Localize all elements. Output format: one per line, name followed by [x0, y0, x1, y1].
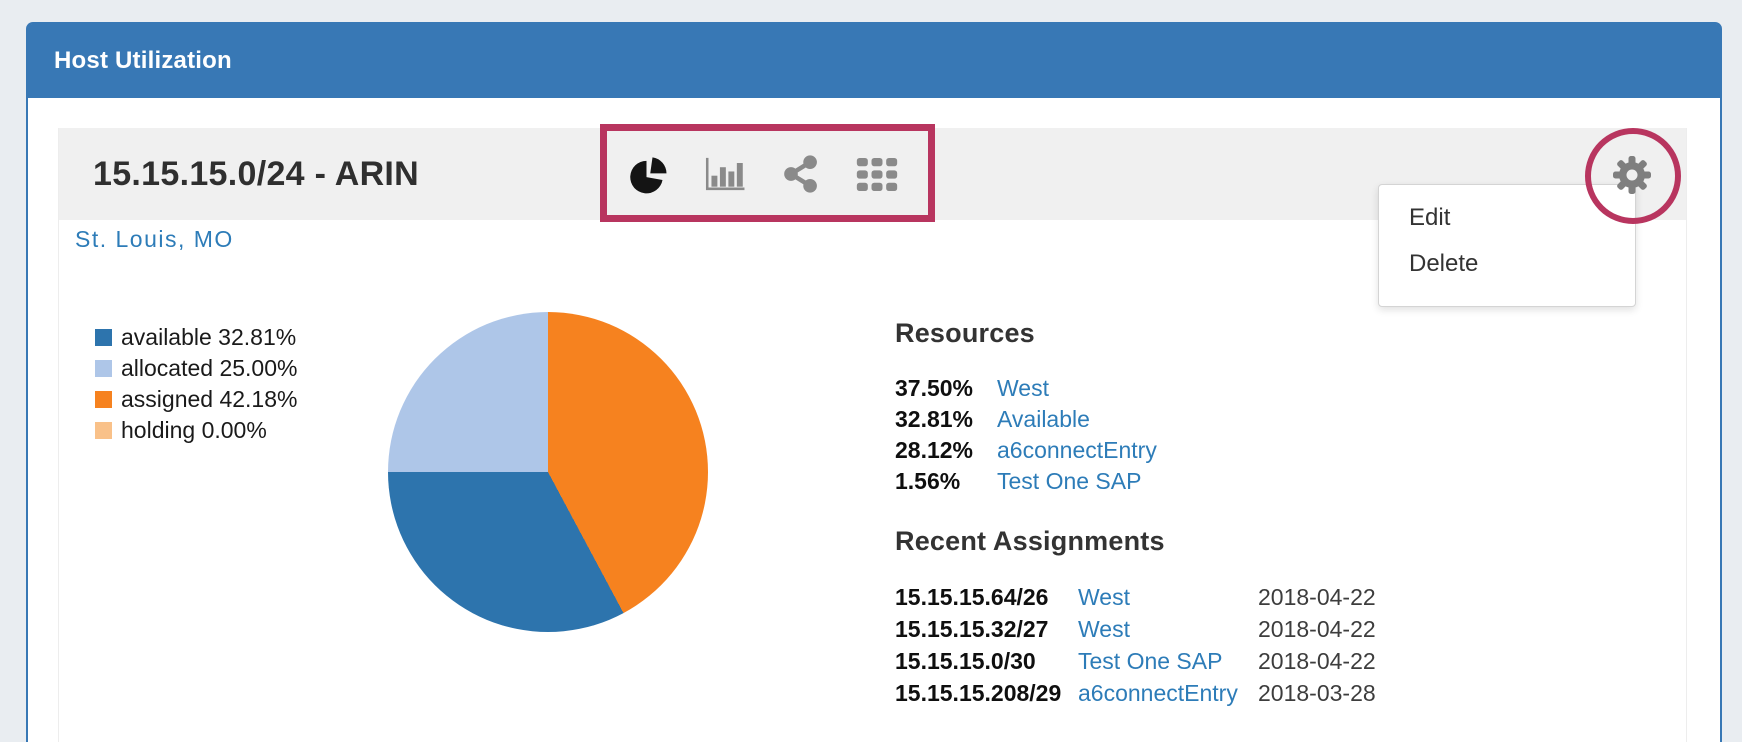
assignment-row: 15.15.15.208/29 a6connectEntry 2018-03-2… — [895, 677, 1455, 709]
assignment-row: 15.15.15.0/30 Test One SAP 2018-04-22 — [895, 645, 1455, 677]
resource-row: 1.56% Test One SAP — [895, 466, 1455, 497]
gear-dropdown-menu: Edit Delete — [1378, 184, 1636, 307]
legend-item: holding 0.00% — [95, 415, 297, 446]
assignment-name-link[interactable]: Test One SAP — [1078, 648, 1223, 674]
assignment-row: 15.15.15.32/27 West 2018-04-22 — [895, 613, 1455, 645]
resource-percent: 28.12% — [895, 437, 974, 463]
assignment-name-link[interactable]: West — [1078, 584, 1130, 610]
resource-name-link[interactable]: Available — [997, 406, 1090, 432]
grid-icon[interactable] — [855, 154, 899, 194]
resource-name-link[interactable]: Test One SAP — [997, 468, 1142, 494]
gear-icon[interactable] — [1610, 153, 1654, 197]
pie-chart-icon[interactable] — [627, 154, 671, 194]
legend-swatch — [95, 329, 112, 346]
pie-chart — [388, 312, 708, 632]
legend-label: holding 0.00% — [121, 417, 267, 443]
assignment-row: 15.15.15.64/26 West 2018-04-22 — [895, 581, 1455, 613]
panel-header: Host Utilization — [28, 24, 1720, 98]
resource-row: 28.12% a6connectEntry — [895, 435, 1455, 466]
dropdown-menu-item[interactable]: Edit — [1409, 204, 1451, 231]
bar-chart-icon[interactable] — [703, 154, 747, 194]
legend-item: allocated 25.00% — [95, 353, 297, 384]
legend-swatch — [95, 360, 112, 377]
legend-label: assigned 42.18% — [121, 386, 298, 412]
pie-legend: available 32.81% allocated 25.00% assign… — [95, 322, 297, 446]
share-icon[interactable] — [779, 154, 823, 194]
assignment-subnet: 15.15.15.32/27 — [895, 616, 1049, 642]
assignment-date: 2018-04-22 — [1258, 616, 1376, 642]
assignment-subnet: 15.15.15.64/26 — [895, 584, 1049, 610]
subnet-title: 15.15.15.0/24 - ARIN — [93, 154, 420, 193]
assignments-heading: Recent Assignments — [895, 526, 1165, 556]
legend-label: available 32.81% — [121, 324, 297, 350]
details-column: Resources 37.50% West 32.81% Available 2… — [895, 318, 1455, 709]
assignment-date: 2018-04-22 — [1258, 648, 1376, 674]
assignment-name-link[interactable]: a6connectEntry — [1078, 680, 1238, 706]
assignment-subnet: 15.15.15.0/30 — [895, 648, 1036, 674]
legend-item: available 32.81% — [95, 322, 297, 353]
resource-row: 32.81% Available — [895, 404, 1455, 435]
resources-list: 37.50% West 32.81% Available 28.12% a6co… — [895, 373, 1455, 497]
legend-swatch — [95, 422, 112, 439]
resource-row: 37.50% West — [895, 373, 1455, 404]
resource-percent: 1.56% — [895, 468, 961, 494]
assignment-subnet: 15.15.15.208/29 — [895, 680, 1062, 706]
resource-percent: 37.50% — [895, 375, 974, 401]
assignment-date: 2018-04-22 — [1258, 584, 1376, 610]
assignment-name-link[interactable]: West — [1078, 616, 1130, 642]
resource-name-link[interactable]: a6connectEntry — [997, 437, 1157, 463]
legend-swatch — [95, 391, 112, 408]
panel-title: Host Utilization — [54, 47, 232, 74]
view-toolbar — [627, 154, 899, 194]
location-link[interactable]: St. Louis, MO — [75, 226, 234, 252]
legend-item: assigned 42.18% — [95, 384, 297, 415]
resource-percent: 32.81% — [895, 406, 974, 432]
assignment-date: 2018-03-28 — [1258, 680, 1376, 706]
legend-label: allocated 25.00% — [121, 355, 298, 381]
assignments-table: 15.15.15.64/26 West 2018-04-22 15.15.15.… — [895, 581, 1455, 709]
dropdown-menu-item[interactable]: Delete — [1409, 250, 1479, 277]
resource-name-link[interactable]: West — [997, 375, 1049, 401]
resources-heading: Resources — [895, 318, 1035, 348]
